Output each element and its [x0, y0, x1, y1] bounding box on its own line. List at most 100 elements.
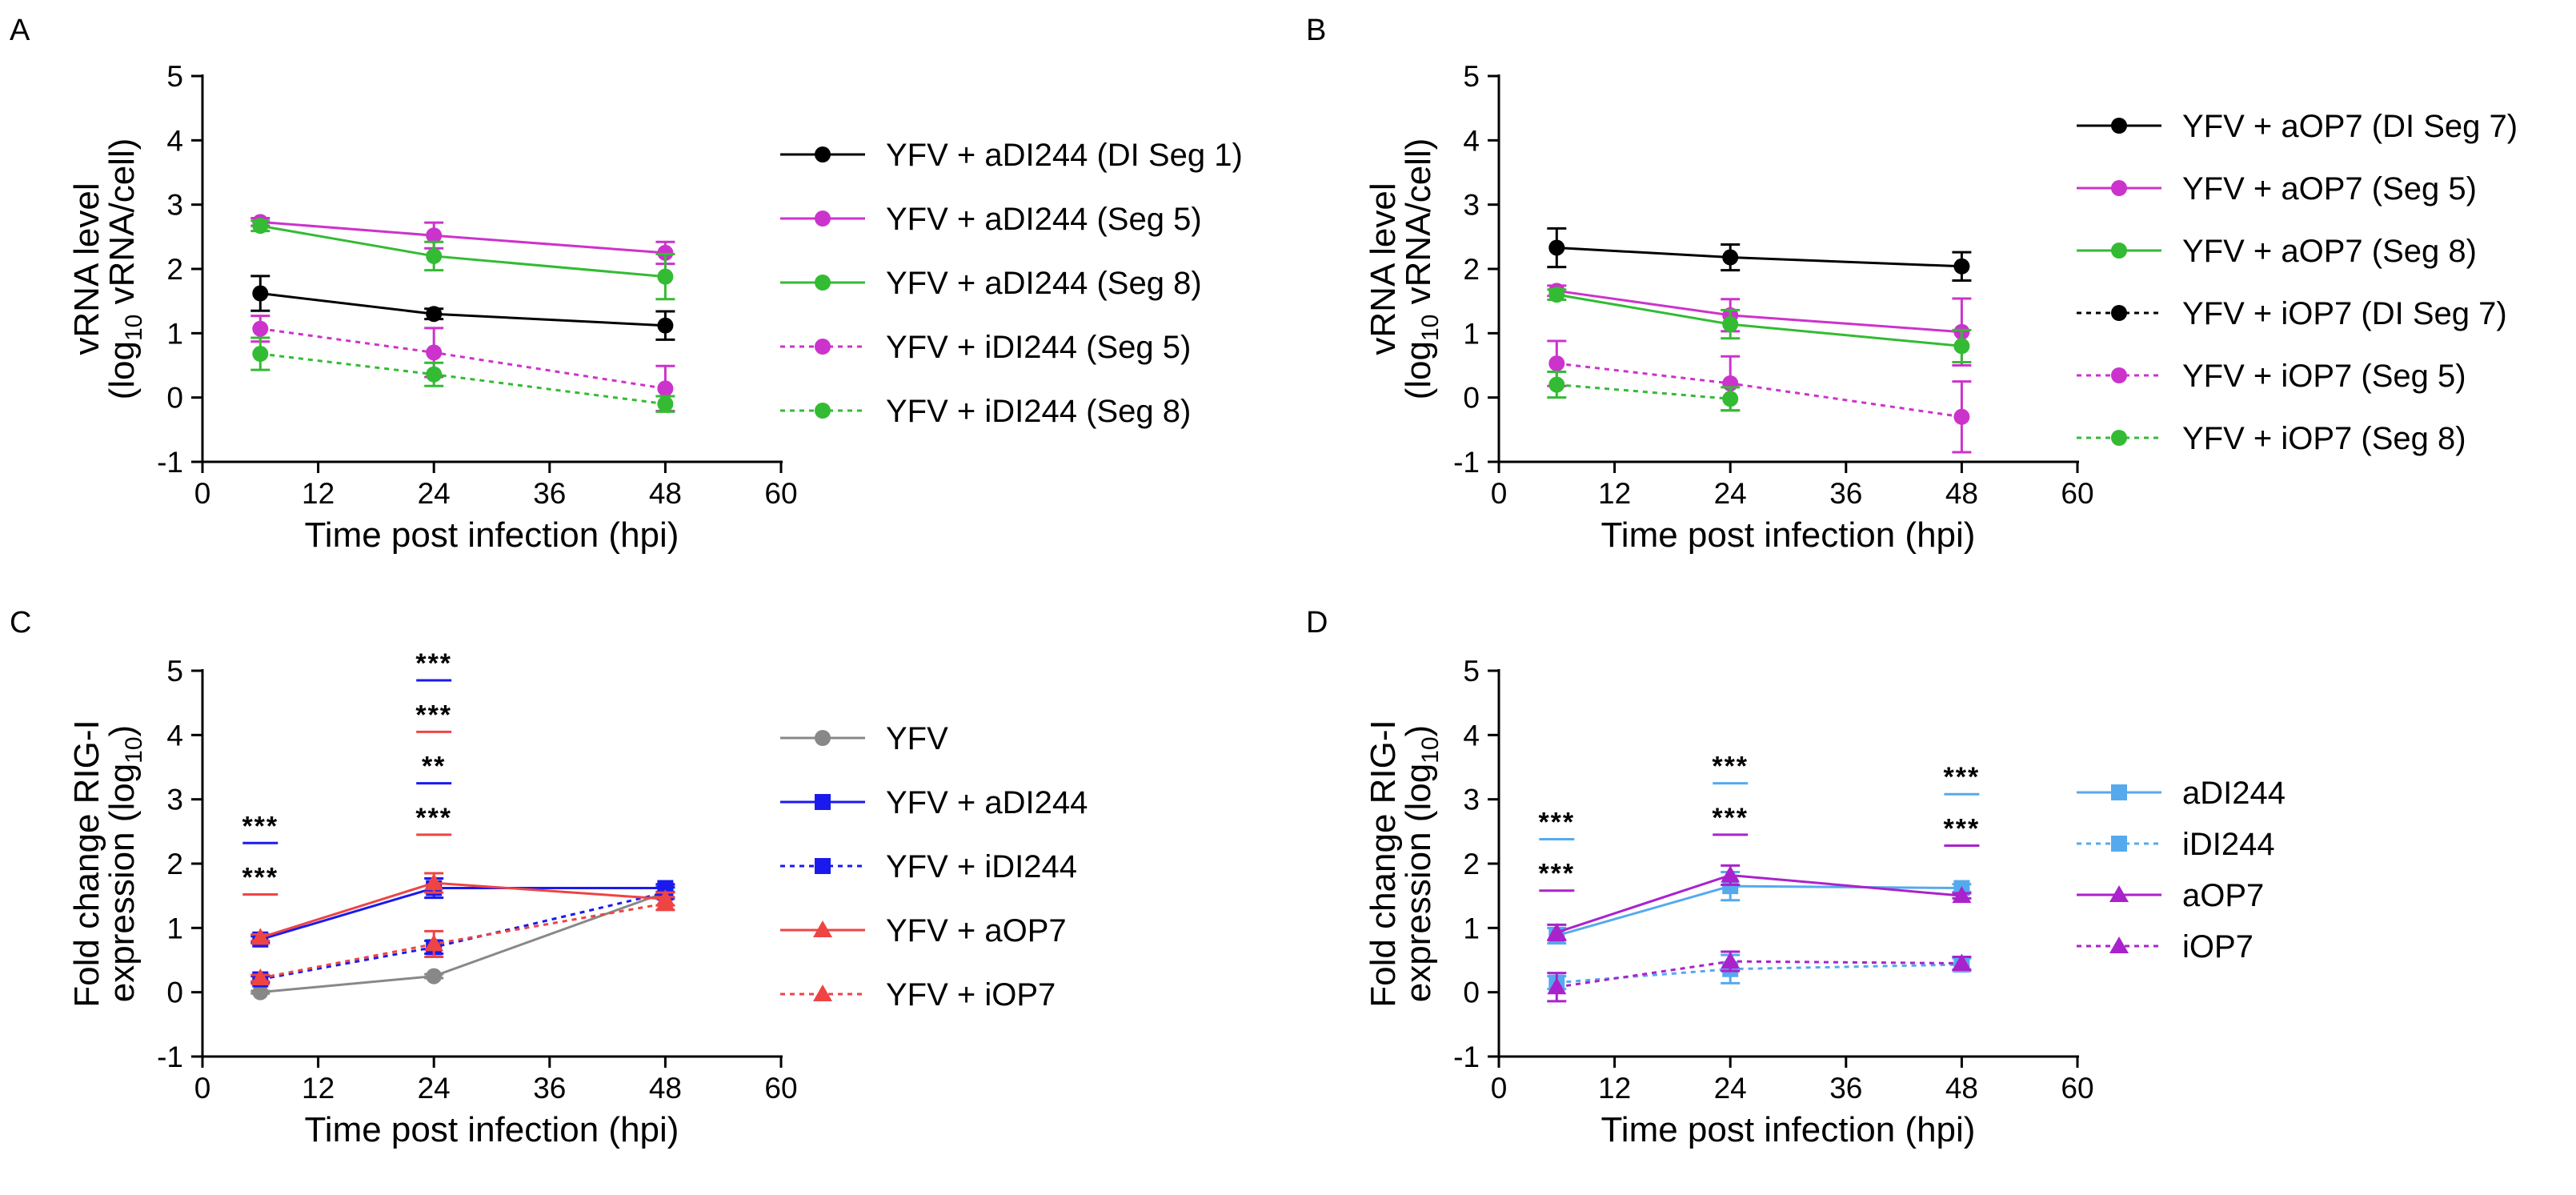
panel-d-x-axis-label: Time post infection (hpi)	[1601, 1110, 1976, 1149]
panel-c-data-point	[250, 968, 270, 985]
panel-c-data-point	[655, 893, 675, 911]
panel-a-legend-label: YFV + aDI244 (DI Seg 1)	[886, 138, 1243, 173]
panel-b-y-tick-label: 1	[1463, 317, 1480, 350]
panel-b-legend-label: YFV + aOP7 (Seg 5)	[2182, 171, 2477, 207]
panel-c-y-tick-label: 1	[166, 912, 183, 944]
panel-d-series-3	[1547, 950, 1972, 1003]
panel-b-y-tick-label: 4	[1463, 124, 1480, 157]
panel-letter-d: D	[1306, 606, 1328, 640]
panel-d-y-tick-label: 4	[1463, 719, 1480, 752]
panel-b-data-point	[1722, 249, 1739, 266]
panel-a-legend-marker	[815, 146, 831, 162]
panel-b-y-tick-label: 2	[1463, 253, 1480, 286]
panel-a-legend-marker	[815, 211, 831, 227]
panel-b-legend-label: YFV + iOP7 (Seg 5)	[2182, 359, 2466, 394]
panel-c-y-tick-label: -1	[157, 1041, 183, 1073]
panel-a-legend-marker	[815, 403, 831, 419]
panel-c-data-point	[424, 934, 444, 952]
panel-b-legend-label: YFV + iOP7 (DI Seg 7)	[2182, 296, 2507, 331]
panel-a-x-tick-label: 60	[764, 477, 797, 510]
panel-a-x-axis-label: Time post infection (hpi)	[305, 515, 679, 555]
panel-b-y-tick-label: 5	[1463, 60, 1480, 93]
panel-b-legend-marker	[2111, 305, 2127, 321]
panel-b-data-point	[1548, 376, 1565, 393]
panel-d-y-axis-label-line1: Fold change RIG-I	[1364, 720, 1403, 1008]
panel-a-legend-label: YFV + aDI244 (Seg 5)	[886, 202, 1202, 237]
panel-b-y-tick-label: 3	[1463, 189, 1480, 222]
panel-b-x-tick-label: 24	[1714, 477, 1747, 510]
panel-b-y-tick-label: -1	[1453, 446, 1480, 479]
panel-a-legend-marker	[815, 339, 831, 355]
panel-b-legend-marker	[2111, 430, 2127, 446]
panel-a-data-point	[426, 247, 443, 264]
panel-c-legend-label: YFV + aDI244	[886, 785, 1088, 820]
panel-c-series-line	[259, 881, 666, 939]
panel-b-x-tick-label: 48	[1945, 477, 1978, 510]
panel-b-y-axis-label-line2: (log10 vRNA/cell)	[1399, 138, 1444, 400]
panel-d-data-point	[1547, 977, 1567, 995]
panel-a-data-point	[252, 320, 269, 337]
panel-c-legend-label: YFV + iDI244	[886, 849, 1077, 884]
panel-d-series-line	[1556, 884, 1962, 937]
panel-d-x-tick-label: 60	[2061, 1072, 2093, 1105]
panel-b-x-tick-label: 36	[1829, 477, 1862, 510]
panel-a-y-tick-label: -1	[157, 446, 183, 479]
panel-b-legend-marker	[2111, 118, 2127, 134]
panel-a-data-point	[426, 344, 443, 361]
panel-c-data-point	[250, 928, 270, 945]
panel-a-data-point	[426, 306, 443, 323]
panel-b-series-line	[1556, 383, 1731, 400]
panel-b-series-2	[1547, 287, 1972, 363]
panel-d-y-axis-label-line2: expression (log10)	[1399, 725, 1444, 1002]
panel-c-data-point	[424, 873, 444, 891]
panel-c-series-3	[250, 872, 675, 945]
panel-d-x-tick-label: 36	[1829, 1072, 1862, 1105]
panel-d-significance-label: ***	[1944, 814, 1981, 844]
panel-a-series-line	[260, 327, 666, 390]
panel-c-legend-marker	[815, 730, 831, 746]
panel-b-legend-marker	[2111, 367, 2127, 383]
panel-b-x-tick-label: 12	[1598, 477, 1631, 510]
panel-c-y-axis-label-line2: expression (log10)	[102, 725, 147, 1002]
panel-a-data-point	[657, 380, 674, 397]
panel-a-x-tick-label: 24	[418, 477, 451, 510]
panel-d-legend-marker	[2111, 836, 2127, 852]
panel-c-y-tick-label: 3	[166, 784, 183, 816]
panel-b-legend-marker	[2111, 243, 2127, 259]
panel-c-significance-label: ***	[242, 811, 278, 841]
panel-a-data-point	[252, 346, 269, 363]
panel-a-legend-label: YFV + iDI244 (Seg 5)	[886, 330, 1191, 365]
panel-c-y-tick-label: 4	[166, 719, 183, 752]
panel-a-y-tick-label: 5	[166, 60, 183, 93]
panel-d-legend-marker	[2109, 885, 2129, 902]
panel-c-x-tick-label: 36	[533, 1072, 566, 1105]
panel-c-x-tick-label: 12	[302, 1072, 335, 1105]
panel-c-legend-label: YFV + iOP7	[886, 977, 1056, 1013]
panel-d-data-point	[1952, 953, 1972, 971]
panel-a-data-point	[426, 227, 443, 244]
panel-letter-a: A	[10, 14, 30, 47]
panel-a-series-1	[250, 214, 675, 266]
panel-a-legend-label: YFV + iDI244 (Seg 8)	[886, 394, 1191, 429]
panel-c-legend: YFV YFV + aDI244 YFV + iDI244 YFV + aOP7 YFV…	[780, 721, 1088, 1013]
panel-c-x-axis-label: Time post infection (hpi)	[305, 1110, 679, 1149]
panel-a-legend-label: YFV + aDI244 (Seg 8)	[886, 266, 1202, 301]
panel-a-y-tick-label: 3	[166, 189, 183, 222]
panel-d-y-tick-label: 3	[1463, 784, 1480, 816]
panel-b-x-axis-label: Time post infection (hpi)	[1601, 515, 1976, 555]
panel-d-series-2	[1547, 864, 1972, 942]
panel-c-y-axis-label-line1: Fold change RIG-I	[67, 720, 106, 1008]
panel-a-series-line	[260, 224, 666, 279]
panel-c-data-point	[252, 984, 269, 1001]
panel-b-data-point	[1722, 391, 1739, 407]
panel-c-data-point	[426, 968, 443, 984]
panel-b-legend-label: YFV + aOP7 (Seg 8)	[2182, 234, 2477, 269]
panel-a-y-axis-label-line1: vRNA level	[67, 182, 106, 355]
panel-c-legend-label: YFV + aOP7	[886, 913, 1067, 948]
